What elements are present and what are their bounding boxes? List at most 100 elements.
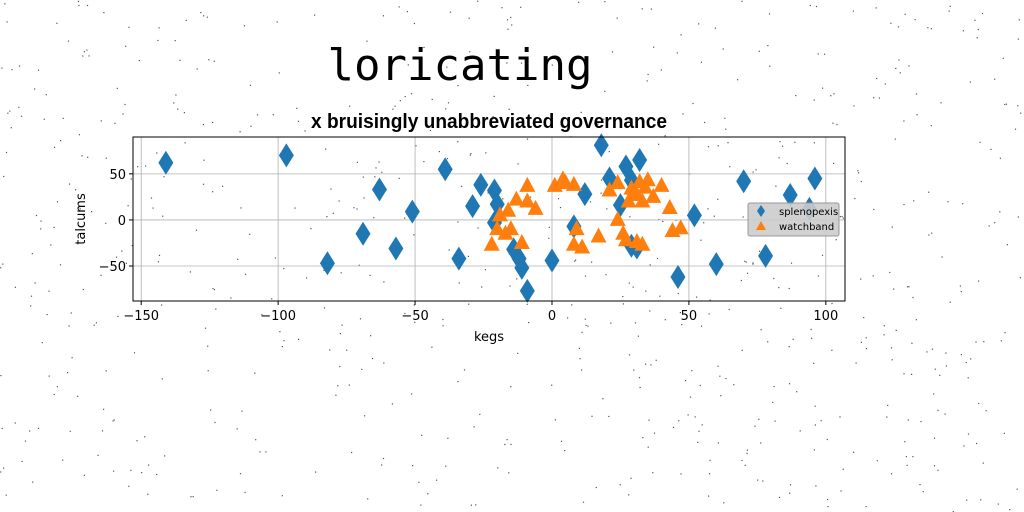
speckle-dot: [709, 299, 711, 301]
legend-marker-watchband: [756, 221, 766, 230]
speckle-dot: [872, 275, 874, 277]
speckle-dot: [616, 17, 618, 19]
speckle-dot: [878, 97, 880, 99]
speckle-dot: [697, 441, 699, 443]
speckle-dot: [703, 222, 705, 224]
speckle-dot: [600, 192, 602, 194]
speckle-dot: [213, 289, 216, 291]
speckle-dot: [585, 324, 587, 326]
speckle-dot: [916, 114, 918, 116]
speckle-dot: [578, 1, 580, 3]
speckle-dot: [214, 421, 216, 424]
series-splenopexis: [158, 133, 823, 303]
speckle-dot: [383, 281, 385, 283]
speckle-dot: [641, 8, 643, 10]
speckle-dot: [192, 496, 194, 498]
speckle-dot: [604, 1, 606, 3]
speckle-dot: [794, 141, 796, 143]
speckle-dot: [966, 499, 968, 501]
speckle-dot: [283, 340, 285, 342]
speckle-dot: [944, 413, 946, 415]
speckle-dot: [335, 394, 337, 396]
speckle-dot: [67, 372, 69, 374]
speckle-dot: [447, 102, 450, 104]
speckle-dot: [578, 347, 580, 349]
speckle-dot: [297, 120, 300, 122]
speckle-dot: [821, 254, 824, 256]
speckle-dot: [937, 469, 939, 471]
speckle-dot: [43, 118, 45, 120]
speckle-dot: [34, 282, 36, 284]
speckle-dot: [29, 430, 31, 432]
watchband-point: [502, 220, 519, 236]
speckle-dot: [672, 426, 675, 428]
speckle-dot: [382, 15, 384, 17]
splenopexis-point: [577, 182, 593, 207]
speckle-dot: [746, 272, 749, 274]
y-tick-label: −50: [99, 260, 126, 275]
speckle-dot: [18, 106, 20, 108]
speckle-dot: [375, 167, 377, 169]
speckle-dot: [2, 263, 4, 265]
speckle-dot: [758, 50, 760, 52]
speckle-dot: [658, 218, 660, 221]
speckle-dot: [676, 52, 678, 54]
legend-label-splenopexis: splenopexis: [779, 207, 838, 218]
speckle-dot: [32, 481, 34, 483]
speckle-dot: [582, 501, 585, 503]
speckle-dot: [100, 274, 102, 276]
speckle-dot: [653, 46, 655, 48]
speckle-dot: [381, 171, 383, 173]
speckle-dot: [634, 322, 637, 324]
speckle-dot: [979, 141, 981, 143]
speckle-dot: [629, 216, 631, 218]
speckle-dot: [860, 180, 862, 183]
speckle-dot: [840, 490, 842, 492]
speckle-dot: [185, 19, 187, 21]
speckle-dot: [659, 295, 661, 297]
speckle-dot: [933, 465, 936, 467]
speckle-dot: [56, 386, 58, 388]
speckle-dot: [195, 229, 198, 231]
speckle-dot: [646, 80, 648, 82]
watchband-point: [491, 206, 508, 222]
speckle-dot: [137, 166, 139, 168]
speckle-dot: [815, 485, 817, 487]
speckle-dot: [815, 5, 818, 8]
speckle-dot: [681, 324, 683, 326]
speckle-dot: [173, 102, 175, 104]
speckle-dot: [250, 125, 252, 127]
speckle-dot: [789, 492, 791, 494]
speckle-dot: [438, 151, 440, 153]
speckle-dot: [179, 59, 181, 61]
speckle-dot: [981, 12, 984, 15]
speckle-dot: [704, 121, 706, 124]
speckle-dot: [656, 257, 659, 260]
speckle-dot: [60, 140, 62, 142]
speckle-dot: [645, 290, 647, 292]
speckle-dot: [994, 222, 996, 224]
speckle-dot: [411, 393, 413, 395]
speckle-dot: [125, 262, 127, 264]
speckle-dot: [664, 135, 666, 137]
speckle-dot: [839, 416, 841, 418]
speckle-dot: [767, 45, 769, 47]
speckle-dot: [678, 420, 680, 422]
speckle-dot: [517, 352, 519, 354]
speckle-dot: [744, 260, 746, 262]
speckle-dot: [589, 201, 592, 203]
speckle-dot: [891, 359, 893, 361]
speckle-dot: [340, 272, 342, 274]
speckle-dot: [358, 264, 360, 266]
speckle-dot: [71, 357, 73, 359]
speckle-dot: [162, 215, 164, 217]
speckle-dot: [526, 303, 528, 305]
speckle-dot: [158, 254, 161, 256]
speckle-dot: [361, 368, 363, 370]
speckle-dot: [356, 208, 358, 210]
speckle-dot: [0, 267, 2, 269]
speckle-dot: [723, 502, 725, 504]
speckle-dot: [442, 325, 444, 327]
speckle-dot: [905, 456, 907, 458]
